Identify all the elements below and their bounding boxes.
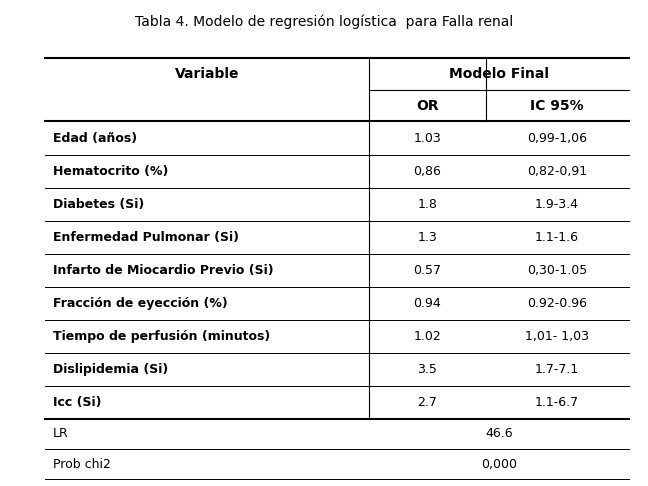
- Text: IC 95%: IC 95%: [530, 99, 584, 113]
- Text: 0.94: 0.94: [413, 297, 441, 310]
- Text: Hematocrito (%): Hematocrito (%): [53, 165, 168, 177]
- Text: Icc (Si): Icc (Si): [53, 396, 102, 409]
- Text: 0,30-1.05: 0,30-1.05: [527, 264, 587, 277]
- Text: 0.57: 0.57: [413, 264, 441, 277]
- Text: 1.3: 1.3: [417, 231, 437, 243]
- Text: Modelo Final: Modelo Final: [449, 67, 549, 81]
- Text: 2.7: 2.7: [417, 396, 437, 409]
- Text: Prob chi2: Prob chi2: [53, 458, 111, 470]
- Text: LR: LR: [53, 428, 69, 440]
- Text: 0,82-0,91: 0,82-0,91: [527, 165, 587, 177]
- Text: Edad (años): Edad (años): [53, 132, 137, 144]
- Text: 0,99-1,06: 0,99-1,06: [527, 132, 587, 144]
- Text: 1.8: 1.8: [417, 198, 437, 210]
- Text: 1.03: 1.03: [413, 132, 441, 144]
- Text: 1,01- 1,03: 1,01- 1,03: [525, 330, 589, 343]
- Text: Tiempo de perfusión (minutos): Tiempo de perfusión (minutos): [53, 330, 270, 343]
- Text: 1.1-6.7: 1.1-6.7: [535, 396, 579, 409]
- Text: 1.1-1.6: 1.1-1.6: [535, 231, 579, 243]
- Text: Diabetes (Si): Diabetes (Si): [53, 198, 145, 210]
- Text: 0.92-0.96: 0.92-0.96: [527, 297, 587, 310]
- Text: Infarto de Miocardio Previo (Si): Infarto de Miocardio Previo (Si): [53, 264, 273, 277]
- Text: 1.02: 1.02: [413, 330, 441, 343]
- Text: Tabla 4. Modelo de regresión logística  para Falla renal: Tabla 4. Modelo de regresión logística p…: [135, 15, 513, 29]
- Text: Dislipidemia (Si): Dislipidemia (Si): [53, 363, 168, 376]
- Text: 46.6: 46.6: [485, 428, 513, 440]
- Text: 0,000: 0,000: [481, 458, 517, 470]
- Text: Fracción de eyección (%): Fracción de eyección (%): [53, 297, 228, 310]
- Text: Variable: Variable: [175, 67, 240, 81]
- Text: OR: OR: [416, 99, 439, 113]
- Text: 3.5: 3.5: [417, 363, 437, 376]
- Text: 1.9-3.4: 1.9-3.4: [535, 198, 579, 210]
- Text: 1.7-7.1: 1.7-7.1: [535, 363, 579, 376]
- Text: 0,86: 0,86: [413, 165, 441, 177]
- Text: Enfermedad Pulmonar (Si): Enfermedad Pulmonar (Si): [53, 231, 239, 243]
